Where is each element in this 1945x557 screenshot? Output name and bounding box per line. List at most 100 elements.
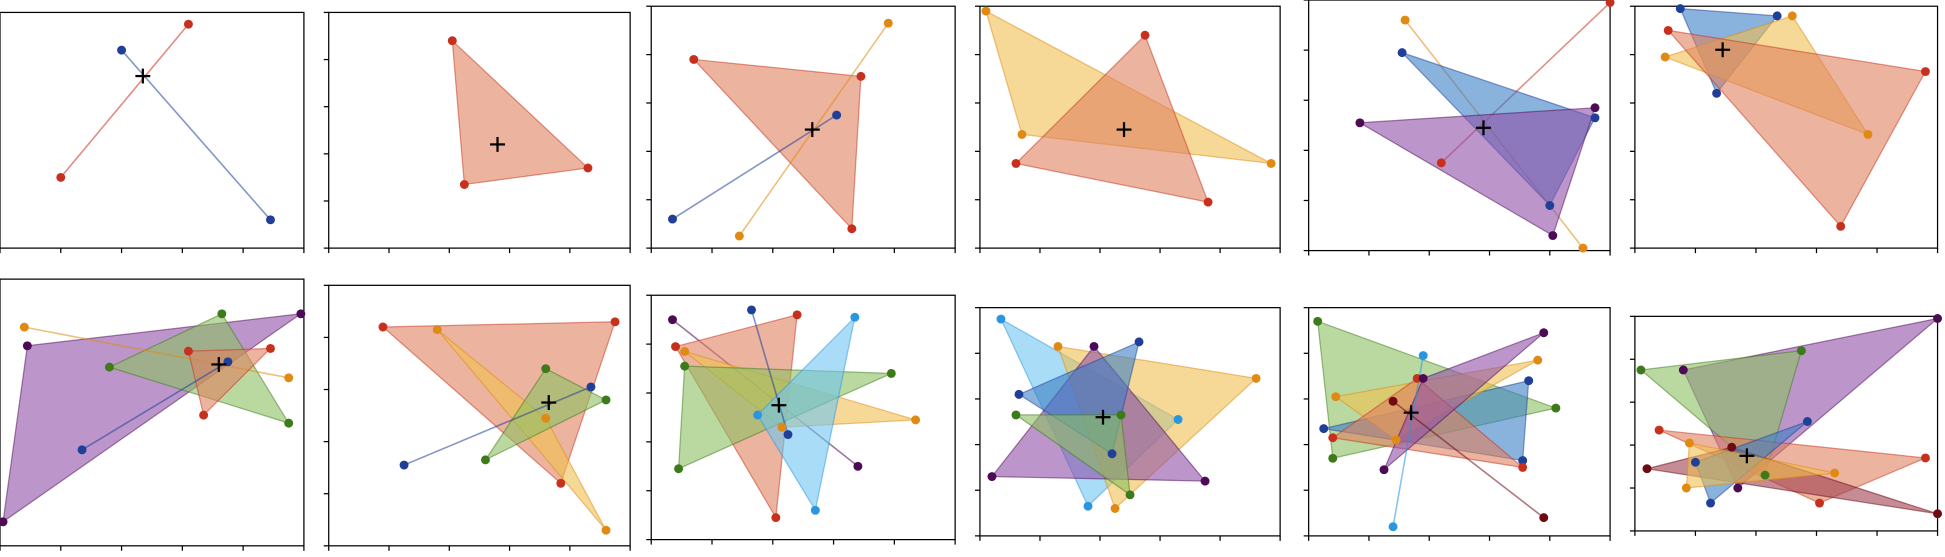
vertex (284, 418, 294, 428)
triangle (1685, 442, 1835, 489)
axes-frame (650, 294, 956, 541)
vertex (1815, 498, 1824, 508)
vertex (1391, 435, 1401, 445)
panel (974, 5, 1281, 254)
panel (646, 294, 956, 545)
triangle (2, 313, 302, 524)
vertex (1578, 243, 1588, 253)
vertex (981, 6, 991, 16)
axes-frame (1634, 315, 1939, 532)
vertex (541, 364, 551, 374)
axes-frame (650, 5, 956, 249)
vertex (996, 314, 1006, 324)
panel (1303, 0, 1615, 256)
vertex (886, 368, 896, 378)
vertex (1011, 158, 1021, 168)
vertex (856, 71, 866, 81)
axes-frame (1634, 5, 1939, 249)
triangle (1013, 414, 1131, 497)
vertex (753, 410, 763, 420)
vertex (680, 346, 690, 356)
vertex (601, 525, 611, 535)
panel (323, 11, 631, 254)
vertex (1313, 316, 1323, 326)
vertex (1014, 389, 1024, 399)
vertex (668, 315, 677, 325)
vertex (1053, 341, 1063, 351)
triangle (1357, 107, 1596, 237)
vertex (1712, 88, 1722, 98)
vertex (77, 445, 87, 455)
vertex (1173, 415, 1183, 424)
vertex (1760, 470, 1770, 480)
vertex (399, 460, 409, 470)
vertex (1663, 25, 1673, 35)
axes-frame (0, 278, 305, 547)
segment (60, 23, 190, 178)
vertex (680, 361, 690, 371)
panel (1629, 314, 1943, 536)
panel (1629, 4, 1939, 254)
segment (81, 361, 229, 451)
vertex (987, 472, 997, 482)
vertex (586, 382, 596, 392)
vertex (1654, 425, 1664, 435)
vertex (1660, 52, 1670, 62)
segment (120, 49, 272, 221)
vertex (284, 373, 294, 383)
axes-frame (979, 5, 1281, 249)
vertex (1328, 453, 1338, 463)
vertex (1011, 410, 1021, 420)
vertex (1518, 456, 1528, 466)
vertex (1681, 483, 1691, 493)
vertex (671, 342, 681, 352)
vertex (810, 505, 820, 515)
vertex (1400, 15, 1410, 25)
panel (974, 307, 1281, 541)
vertex (1772, 11, 1782, 21)
triangle (756, 315, 856, 512)
vertex (1933, 509, 1943, 519)
vertex (674, 464, 684, 474)
vertex (1787, 11, 1797, 21)
vertex (1706, 498, 1716, 508)
vertex (480, 455, 490, 465)
axes-frame (0, 11, 305, 249)
vertex (1251, 373, 1261, 383)
vertex (747, 305, 756, 315)
vertex (847, 224, 857, 234)
vertex (783, 430, 793, 439)
segment (1392, 355, 1424, 527)
vertex (1545, 201, 1555, 210)
vertex (199, 410, 209, 420)
segment (403, 386, 592, 466)
vertex (850, 312, 860, 322)
vertex (1110, 504, 1120, 513)
vertex (1830, 468, 1840, 478)
vertex (459, 180, 469, 189)
vertex (883, 18, 893, 28)
vertex (1796, 346, 1806, 356)
vertex (56, 172, 66, 182)
vertex (668, 214, 677, 224)
vertex (832, 110, 842, 120)
vertex (1203, 197, 1213, 207)
vertex (777, 422, 787, 432)
vertex (1200, 476, 1210, 486)
panel (646, 5, 956, 254)
vertex (432, 325, 442, 335)
vertex (771, 513, 781, 523)
triangle (1014, 34, 1210, 203)
vertex (1134, 337, 1144, 347)
axes-frame (328, 11, 631, 249)
vertex (1551, 403, 1561, 413)
vertex (1089, 341, 1099, 351)
vertex (1418, 351, 1428, 361)
axes-frame (328, 284, 631, 547)
vertex (1355, 118, 1365, 128)
triangle (1666, 29, 1927, 228)
vertex (911, 415, 921, 425)
vertex (1590, 113, 1600, 123)
vertex (1125, 490, 1135, 500)
